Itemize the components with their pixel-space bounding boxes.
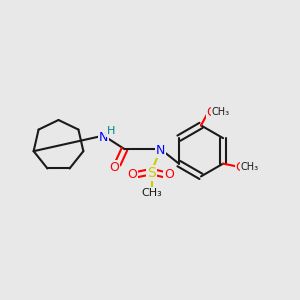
Text: O: O	[236, 161, 245, 174]
Text: CH₃: CH₃	[240, 162, 259, 172]
Text: CH₃: CH₃	[141, 188, 162, 198]
Text: N: N	[156, 144, 165, 157]
Text: O: O	[164, 168, 174, 181]
Text: CH₃: CH₃	[212, 107, 230, 117]
Text: O: O	[127, 168, 137, 181]
Text: O: O	[207, 106, 216, 119]
Text: O: O	[110, 160, 119, 174]
Text: N: N	[99, 130, 108, 144]
Text: H: H	[107, 126, 115, 136]
Text: S: S	[147, 166, 156, 180]
